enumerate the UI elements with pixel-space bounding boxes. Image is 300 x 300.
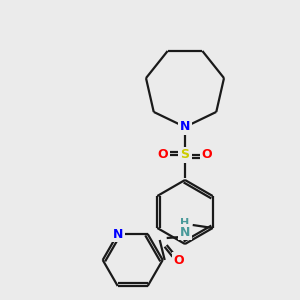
Text: N: N (112, 227, 123, 241)
Text: S: S (181, 148, 190, 161)
Text: O: O (173, 254, 184, 266)
Text: H: H (180, 218, 189, 228)
Text: N: N (180, 121, 190, 134)
Text: N: N (179, 226, 190, 238)
Text: O: O (202, 148, 212, 161)
Text: O: O (158, 148, 168, 161)
